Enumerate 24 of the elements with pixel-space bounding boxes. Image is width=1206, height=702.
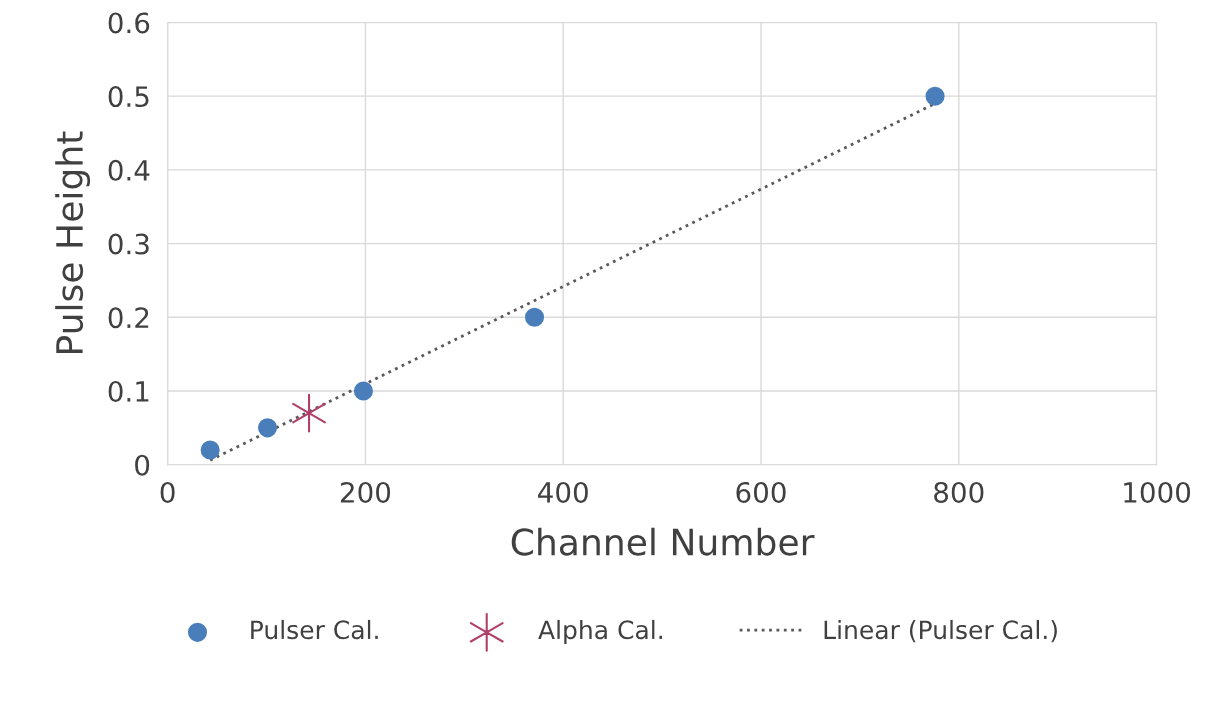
point [925, 86, 945, 106]
x-tick-label: 400 [538, 481, 588, 503]
point [292, 393, 326, 433]
x-tick-label: 200 [340, 481, 391, 503]
y-tick-label: 0.1 [108, 380, 149, 402]
legend-label: Pulser Cal. [251, 619, 378, 640]
point [524, 307, 545, 327]
point [200, 440, 220, 460]
x-tick-label: 800 [934, 481, 984, 503]
y-tick-label: 0.2 [108, 307, 149, 329]
point [353, 381, 373, 401]
y-axis-title: Pulse Height [55, 131, 91, 354]
y-tick-label: 0.4 [108, 159, 150, 181]
y-tick-label: 0.6 [108, 12, 150, 34]
point [257, 418, 278, 438]
legend-label: Alpha Cal. [538, 619, 662, 645]
x-tick-label: 600 [736, 481, 786, 503]
y-tick-label: 0.3 [108, 233, 149, 255]
y-tick-label: 0 [135, 454, 150, 476]
y-tick-label: 0.5 [108, 86, 149, 108]
x-tick-label: 1000 [1124, 481, 1191, 503]
x-axis-title: Channel Number [511, 527, 815, 556]
x-tick-label: 0 [160, 481, 175, 503]
legend-label: Linear (Pulser Cal.) [824, 619, 1057, 643]
